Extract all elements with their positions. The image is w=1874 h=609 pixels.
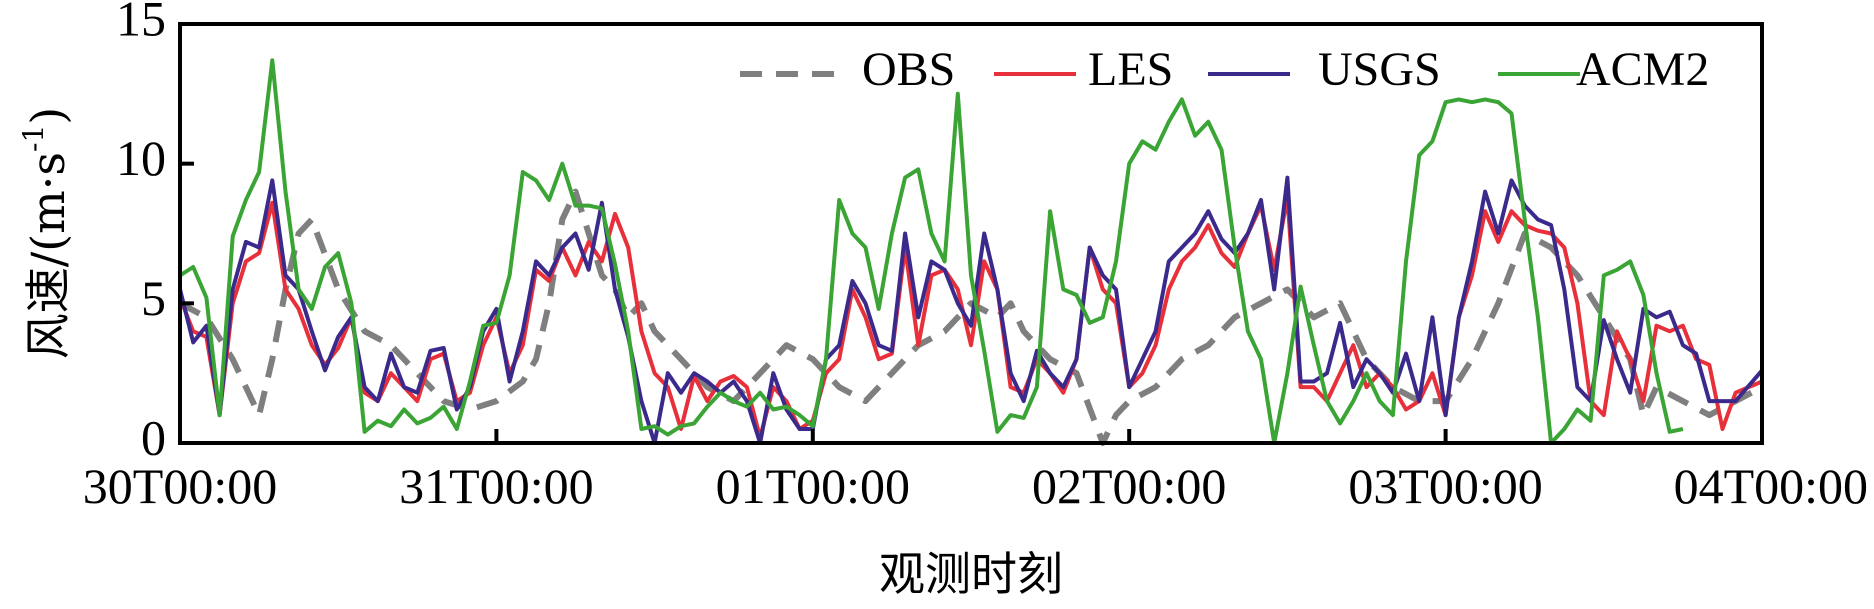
y-axis-title-close: ) xyxy=(21,107,75,125)
y-tick-label: 0 xyxy=(141,409,166,465)
legend-label-obs: OBS xyxy=(862,43,955,96)
plot-lines xyxy=(178,58,1764,446)
x-tick-label: 02T00:00 xyxy=(1032,458,1226,514)
y-tick-label: 5 xyxy=(141,270,166,326)
y-tick-label: 15 xyxy=(116,0,166,46)
legend-label-usgs: USGS xyxy=(1318,43,1441,96)
series-line-obs xyxy=(178,188,1764,446)
x-tick-label: 04T00:00 xyxy=(1674,458,1868,514)
series-line-usgs xyxy=(178,175,1764,445)
x-tick-label: 31T00:00 xyxy=(399,458,593,514)
y-axis-title-main: 风速/(m·s xyxy=(21,152,75,359)
plot-frame xyxy=(178,22,1764,445)
x-tick-label: 01T00:00 xyxy=(716,458,910,514)
y-tick-label: 10 xyxy=(116,130,166,186)
legend: OBS LES USGS ACM2 xyxy=(740,43,1709,96)
x-axis-ticks: 30T00:00 31T00:00 01T00:00 02T00:00 03T00:00… xyxy=(83,429,1868,514)
y-axis-ticks: 0 5 10 15 xyxy=(116,0,194,465)
x-axis-title: 观测时刻 xyxy=(879,547,1063,601)
legend-label-les: LES xyxy=(1088,43,1173,96)
y-axis-title: 风速/(m·s-1) xyxy=(17,107,75,360)
x-tick-label: 30T00:00 xyxy=(83,458,277,514)
legend-label-acm2: ACM2 xyxy=(1576,43,1709,96)
y-axis-title-sup: -1 xyxy=(17,125,50,152)
series-line-acm2 xyxy=(178,58,1684,445)
x-tick-label: 03T00:00 xyxy=(1348,458,1542,514)
